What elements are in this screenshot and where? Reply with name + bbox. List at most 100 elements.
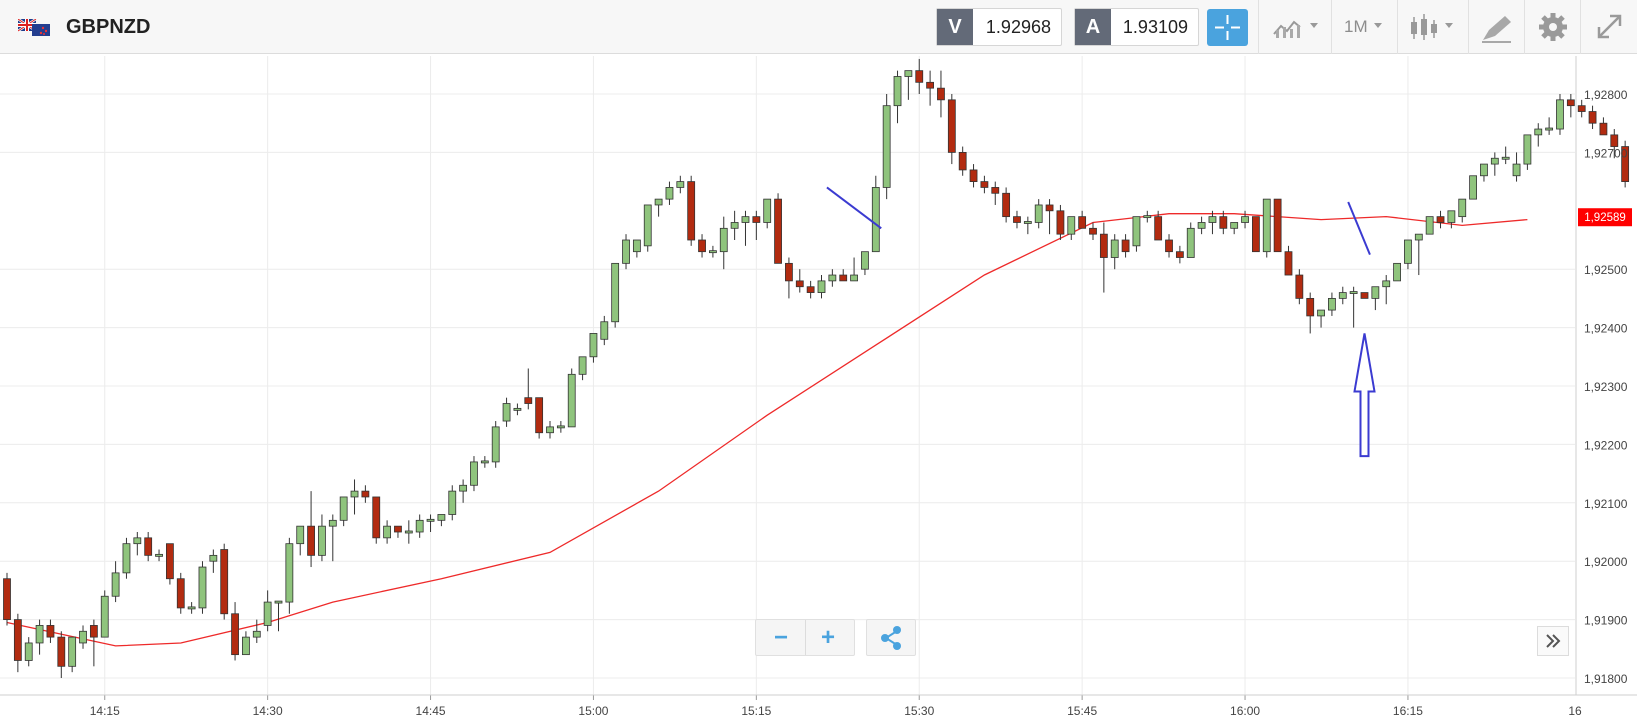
zoom-out-icon[interactable]: − bbox=[774, 624, 789, 651]
bullish-candle bbox=[1262, 198, 1271, 258]
chart-type-menu[interactable] bbox=[1397, 0, 1468, 54]
bullish-candle bbox=[622, 234, 630, 270]
candle-body bbox=[1534, 128, 1543, 136]
candle-body bbox=[1110, 239, 1119, 258]
bearish-candle bbox=[1099, 222, 1108, 293]
x-tick-label: 14:30 bbox=[253, 704, 283, 718]
candle-body bbox=[871, 187, 880, 253]
candle-body bbox=[274, 600, 283, 604]
scroll-forward-button[interactable] bbox=[1537, 626, 1569, 656]
candle-body bbox=[209, 554, 218, 562]
y-tick-label: 1,92700 bbox=[1584, 146, 1628, 160]
price-chart[interactable]: 1,92800 1,92700 1,92500 1,92400 1,92300 1,922… bbox=[0, 54, 1637, 727]
candle-body bbox=[1165, 239, 1173, 253]
price-marker-background bbox=[1578, 208, 1632, 227]
bearish-candle bbox=[89, 619, 98, 667]
drawing-tools-button[interactable] bbox=[1468, 0, 1524, 54]
bullish-candle bbox=[209, 549, 218, 573]
bid-price-box[interactable]: V 1.92968 bbox=[936, 8, 1062, 46]
candle-body bbox=[296, 525, 305, 545]
candle-body bbox=[1447, 210, 1456, 223]
axes: 1,92800 1,92700 1,92500 1,92400 1,92300 1,922… bbox=[0, 56, 1637, 718]
x-tick-label: 15:15 bbox=[741, 704, 771, 718]
candle-body bbox=[1056, 210, 1065, 235]
bearish-candle bbox=[394, 525, 402, 538]
candle-body bbox=[35, 625, 44, 644]
y-tick-label: 1,92500 bbox=[1584, 263, 1628, 277]
moving-average-line bbox=[6, 213, 1528, 647]
bullish-candle bbox=[578, 356, 587, 381]
bid-label: V bbox=[937, 9, 973, 45]
bullish-candle bbox=[155, 549, 163, 562]
timeframe-selector[interactable]: 1M bbox=[1331, 0, 1397, 54]
candle-body bbox=[1480, 163, 1488, 177]
bullish-candle bbox=[904, 70, 913, 100]
indicator-menu[interactable] bbox=[1258, 0, 1331, 54]
candle-body bbox=[839, 274, 848, 282]
bullish-candle bbox=[1556, 94, 1564, 135]
bullish-candle bbox=[480, 456, 489, 468]
candle-body bbox=[1371, 286, 1380, 299]
candle-body bbox=[165, 543, 174, 580]
candle-body bbox=[1414, 233, 1423, 241]
candle-body bbox=[1425, 216, 1434, 235]
candle-body bbox=[589, 333, 598, 358]
bearish-candle bbox=[1284, 245, 1293, 276]
candle-body bbox=[622, 239, 630, 264]
candle-body bbox=[122, 543, 131, 574]
candle-body bbox=[3, 578, 11, 620]
candle-body bbox=[1556, 99, 1564, 130]
bullish-candle bbox=[1230, 222, 1239, 235]
candle-body bbox=[980, 181, 989, 188]
bullish-candle bbox=[1110, 234, 1119, 270]
bullish-candle bbox=[24, 637, 33, 667]
candle-body bbox=[1273, 198, 1282, 253]
candle-body bbox=[1469, 175, 1477, 200]
bullish-candle bbox=[1490, 152, 1499, 176]
candle-body bbox=[1175, 251, 1184, 258]
bullish-candle bbox=[1523, 134, 1532, 170]
candle-body bbox=[339, 496, 348, 521]
bearish-candle bbox=[1219, 210, 1228, 235]
flag-icon bbox=[18, 19, 50, 36]
bearish-candle bbox=[1588, 105, 1597, 130]
candle-body bbox=[1154, 216, 1163, 241]
bullish-candle bbox=[187, 602, 196, 614]
candle-body bbox=[252, 630, 261, 638]
bearish-candle bbox=[165, 543, 174, 585]
candle-body bbox=[176, 578, 185, 609]
candle-body bbox=[350, 490, 359, 498]
candle-body bbox=[785, 262, 793, 282]
bearish-candle bbox=[915, 58, 924, 94]
bullish-candle bbox=[263, 590, 272, 632]
candle-body bbox=[1328, 297, 1336, 311]
bearish-candle bbox=[698, 234, 706, 258]
candle-body bbox=[698, 239, 706, 253]
settings-button[interactable] bbox=[1524, 0, 1580, 54]
bullish-candle bbox=[741, 210, 750, 246]
bullish-candle bbox=[426, 514, 435, 532]
candle-body bbox=[1566, 99, 1575, 107]
bullish-candle bbox=[1317, 309, 1325, 328]
fullscreen-button[interactable] bbox=[1580, 0, 1637, 54]
candle-body bbox=[1588, 111, 1597, 124]
bullish-candle bbox=[1545, 117, 1554, 135]
candle-body bbox=[1002, 192, 1011, 218]
candle-body bbox=[1067, 216, 1076, 235]
share-button[interactable] bbox=[866, 619, 916, 656]
bearish-candle bbox=[1610, 129, 1619, 159]
bearish-candle bbox=[1252, 216, 1260, 253]
bullish-candle bbox=[730, 210, 739, 240]
bullish-candle bbox=[1393, 262, 1401, 282]
candle-body bbox=[741, 216, 750, 223]
candle-body bbox=[437, 514, 446, 521]
candle-body bbox=[578, 356, 587, 375]
zoom-in-icon[interactable]: + bbox=[821, 624, 836, 651]
ask-price-box[interactable]: A 1.93109 bbox=[1074, 8, 1199, 46]
candle-body bbox=[1306, 297, 1315, 317]
candle-body bbox=[318, 525, 326, 556]
candle-body bbox=[491, 426, 500, 463]
candle-body bbox=[1393, 262, 1401, 282]
crosshair-button[interactable] bbox=[1207, 9, 1248, 46]
bullish-candle bbox=[350, 479, 359, 515]
